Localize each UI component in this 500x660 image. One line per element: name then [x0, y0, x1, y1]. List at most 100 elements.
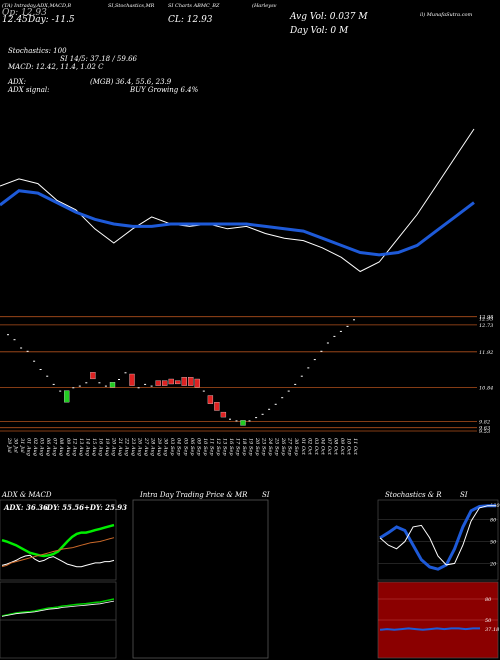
date-label: 19 Sep — [248, 438, 254, 456]
candle — [294, 383, 297, 385]
company-line-1: (Harleysv — [252, 3, 277, 9]
price-axis-label: 12.73 — [479, 323, 493, 329]
price-axis-label: 10.84 — [479, 386, 493, 392]
candle — [129, 373, 135, 386]
date-label: 04 Sep — [176, 438, 182, 456]
date-label: 05 Aug — [39, 438, 45, 456]
date-label: 07 Aug — [52, 438, 58, 456]
adx-panel-title: ADX & MACD — [2, 491, 52, 499]
company-line-2: il) MunafaSutra.com — [420, 12, 473, 18]
date-label: 28 Aug — [150, 437, 156, 456]
macd-readout: MACD: 12.42, 11.4, 1.02 C — [8, 63, 104, 71]
candle — [26, 350, 29, 352]
stochastics-readout: Stochastics: 100 — [8, 47, 67, 55]
adx-label: ADX: — [8, 78, 27, 86]
candle — [326, 342, 329, 344]
date-label: 27 Sep — [287, 437, 293, 456]
date-label: 04 Oct — [319, 438, 325, 456]
date-label: 17 Sep — [235, 438, 241, 456]
day-label: Day: -11.5 — [28, 15, 75, 25]
candle — [248, 420, 251, 422]
candle — [202, 390, 205, 392]
rsi-axis-label: 50 — [485, 618, 492, 624]
candle — [255, 417, 258, 419]
candle — [13, 339, 16, 341]
candle — [188, 377, 194, 386]
candle — [287, 390, 290, 392]
stoch-panel-title: Stochastics & R — [385, 491, 442, 499]
candle — [281, 397, 284, 399]
close-label: CL: 12.93 — [168, 15, 213, 25]
candle — [52, 383, 55, 385]
candle — [300, 375, 303, 377]
candle — [20, 347, 23, 349]
candle — [124, 372, 127, 374]
date-label: 02 Aug — [32, 438, 38, 456]
date-label: 09 Sep — [195, 438, 201, 456]
candle — [162, 380, 168, 386]
intraday-panel-title: Intra Day Trading Price & MR — [140, 491, 248, 499]
price-axis-label: 12.98 — [479, 315, 493, 321]
date-label: 12 Sep — [215, 438, 221, 456]
date-label: 26 Aug — [137, 437, 143, 456]
stoch-axis-label: 50 — [490, 540, 497, 546]
date-label: 16 Aug — [97, 438, 103, 456]
date-label: 23 Sep — [261, 437, 267, 456]
date-label: 29 Aug — [156, 437, 162, 456]
candle — [72, 387, 75, 389]
price-axis-label: 9.82 — [479, 419, 490, 425]
date-label: 13 Aug — [78, 438, 84, 456]
date-label: 12 Aug — [71, 438, 77, 456]
adx-signal-label: ADX signal: — [8, 86, 50, 94]
date-label: 10 Oct — [346, 438, 352, 456]
candle — [274, 403, 277, 405]
date-label: 20 Aug — [111, 437, 117, 456]
dy-plus-readout: +DY: 25.93 — [84, 503, 128, 512]
candle — [168, 378, 174, 385]
date-label: 14 Aug — [84, 438, 90, 456]
date-label: 06 Sep — [189, 438, 195, 456]
adx-values: (MGB) 36.4, 55.6, 23.9 — [90, 78, 172, 86]
date-label: 02 Oct — [306, 438, 312, 456]
date-label: 30 Sep — [293, 438, 299, 456]
date-label: 07 Oct — [326, 438, 332, 456]
open-value: 12.45 — [2, 15, 28, 25]
dy-minus-series — [1, 554, 115, 568]
symbol-line: SI Charts ABMC_BZ — [168, 3, 220, 9]
date-label: 11 Oct — [352, 438, 358, 456]
rsi-readout: SI 14/5: 37.18 / 59.66 — [60, 55, 137, 63]
ticker-line: (TA) Intraday,ADX,MACD,B — [2, 3, 72, 9]
intraday-panel-title-suffix: SI — [262, 491, 270, 499]
candle — [144, 383, 147, 385]
date-label: 08 Aug — [58, 438, 64, 456]
candle — [59, 390, 62, 392]
candle — [313, 359, 316, 361]
candle — [109, 382, 116, 388]
date-label: 01 Aug — [26, 438, 32, 456]
date-label: 24 Sep — [267, 437, 273, 456]
candle — [339, 330, 342, 332]
candle — [118, 379, 120, 380]
candle — [207, 395, 214, 404]
date-label: 06 Aug — [45, 438, 51, 456]
candle — [64, 390, 70, 403]
candle — [46, 375, 49, 377]
candle — [175, 380, 181, 385]
date-label: 09 Oct — [339, 438, 345, 456]
date-label: 05 Sep — [182, 438, 188, 456]
candle — [7, 334, 9, 336]
date-label: 08 Oct — [332, 438, 338, 456]
candle — [98, 382, 101, 384]
date-label: 16 Sep — [228, 438, 234, 456]
candle — [33, 360, 36, 362]
adx-macd-panel — [0, 499, 117, 659]
open-label: Op: 12.93 — [2, 8, 47, 18]
candle — [307, 367, 310, 369]
date-label: 31 Jul — [19, 438, 25, 453]
date-label: 10 Sep — [202, 438, 208, 456]
candle — [333, 335, 336, 337]
day-vol: Day Vol: 0 M — [290, 26, 349, 36]
candle — [104, 385, 107, 387]
